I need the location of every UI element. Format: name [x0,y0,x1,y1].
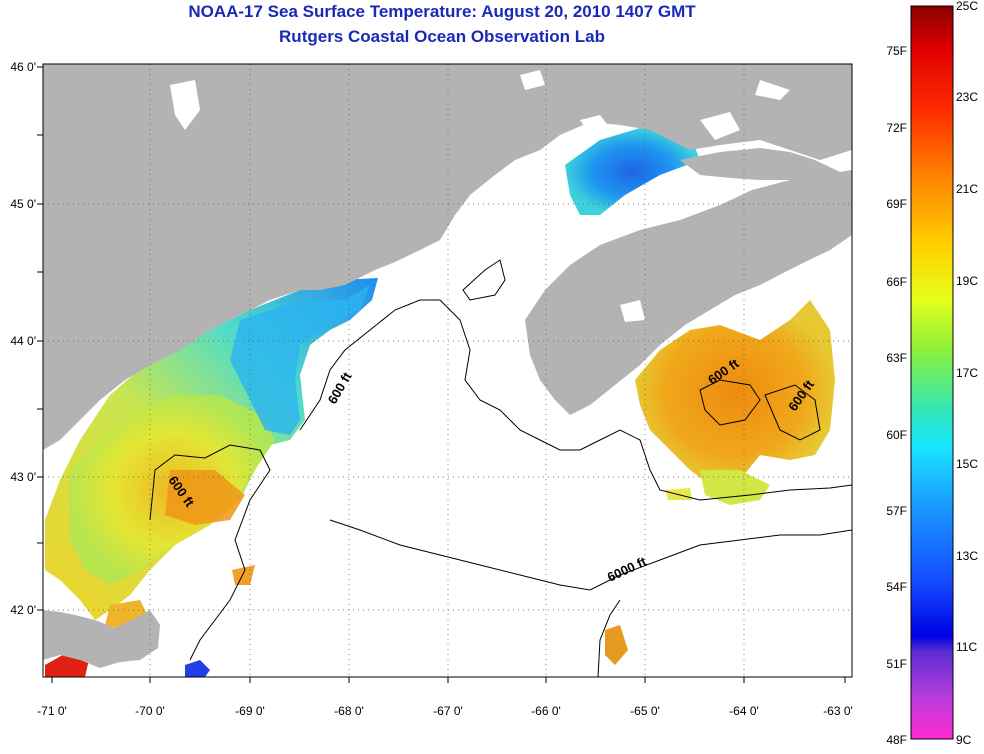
no-data-specks [170,70,790,322]
land-layer [43,64,852,668]
graticule [43,64,852,677]
x-axis-labels: -71 0' -70 0' -69 0' -68 0' -67 0' -66 0… [37,704,853,718]
y-axis-labels: 46 0' 45 0' 44 0' 43 0' 42 0' [10,60,36,617]
lon-tick-label: -67 0' [433,704,463,718]
colorbar-c-label: 13C [956,549,978,563]
lon-tick-label: -64 0' [729,704,759,718]
colorbar-f-label: 66F [886,275,907,289]
map-plot-area: 600 ft 600 ft 600 ft 600 ft 6000 ft [43,64,852,677]
y-axis [37,66,43,611]
colorbar-c-labels: 25C 23C 21C 19C 17C 15C 13C 11C 9C [956,0,978,747]
colorbar [910,5,954,740]
colorbar-c-label: 23C [956,90,978,104]
colorbar-c-label: 15C [956,457,978,471]
map-subtitle: Rutgers Coastal Ocean Observation Lab [279,27,605,46]
lon-tick-label: -71 0' [37,704,67,718]
colorbar-f-label: 63F [886,351,907,365]
colorbar-f-label: 48F [886,733,907,747]
colorbar-c-label: 11C [956,640,977,654]
colorbar-f-label: 54F [886,580,907,594]
lon-tick-label: -69 0' [235,704,265,718]
lat-tick-label: 46 0' [10,60,36,74]
map-title: NOAA-17 Sea Surface Temperature: August … [188,2,696,21]
colorbar-gradient [911,6,953,739]
colorbar-f-labels: 75F 72F 69F 66F 63F 60F 57F 54F 51F 48F [886,44,907,747]
lon-tick-label: -66 0' [531,704,561,718]
colorbar-c-label: 19C [956,274,978,288]
isobath-contours [149,259,852,677]
x-axis [51,677,846,683]
colorbar-c-label: 9C [956,733,972,747]
colorbar-f-label: 60F [886,428,907,442]
colorbar-border [910,5,954,740]
lon-tick-label: -70 0' [135,704,165,718]
colorbar-f-label: 51F [886,657,907,671]
colorbar-f-label: 72F [886,121,907,135]
colorbar-c-label: 25C [956,0,978,13]
lat-tick-label: 44 0' [10,334,36,348]
lon-tick-label: -68 0' [334,704,364,718]
colorbar-f-label: 75F [886,44,907,58]
colorbar-c-label: 17C [956,366,978,380]
lat-tick-label: 42 0' [10,603,36,617]
colorbar-f-label: 57F [886,504,907,518]
lon-tick-label: -63 0' [823,704,853,718]
lon-tick-label: -65 0' [630,704,660,718]
lat-tick-label: 43 0' [10,470,36,484]
colorbar-f-label: 69F [886,197,907,211]
lat-tick-label: 45 0' [10,197,36,211]
sst-data-layer [45,128,835,677]
colorbar-c-label: 21C [956,182,978,196]
